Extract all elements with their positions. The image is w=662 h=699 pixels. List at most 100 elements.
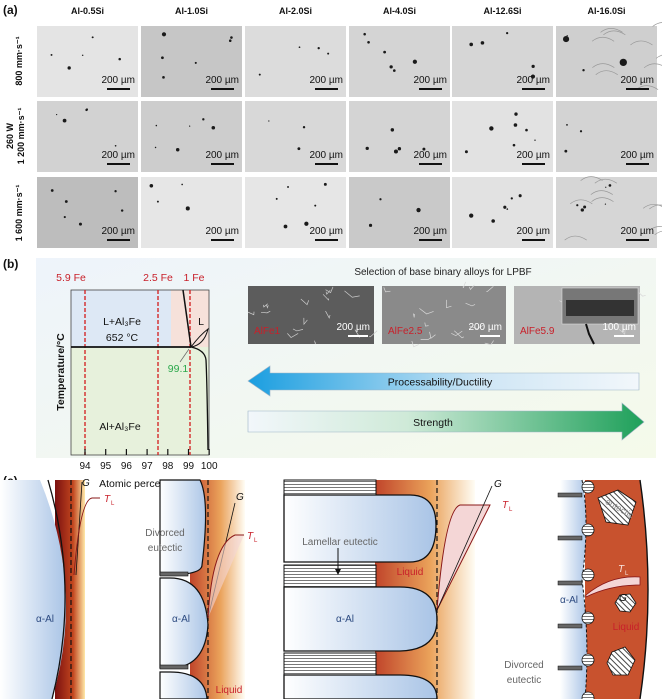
pore xyxy=(323,182,327,186)
scale-bar xyxy=(211,88,234,90)
micrograph-image xyxy=(556,177,657,248)
pore xyxy=(155,124,158,127)
pore xyxy=(510,197,513,200)
pore xyxy=(287,186,289,188)
pore xyxy=(161,56,164,60)
divorced-label-4a: Divorced xyxy=(504,660,543,671)
row-label-2: 1 200 mm·s⁻¹ xyxy=(16,108,26,165)
scale-bar-label: 200 µm xyxy=(516,75,550,86)
pore xyxy=(489,126,494,131)
micrograph: 200 µm xyxy=(37,177,138,248)
scale-bar xyxy=(419,239,442,241)
pore xyxy=(175,148,180,152)
column-header: Al-2.0Si xyxy=(279,6,312,16)
pore xyxy=(530,74,536,79)
scale-bar-label: 200 µm xyxy=(516,226,550,237)
pore xyxy=(518,194,522,198)
scale-bar-label: 200 µm xyxy=(101,75,135,86)
alpha-al-label-1: α-Al xyxy=(36,614,54,625)
pore xyxy=(365,146,369,151)
pore xyxy=(368,223,373,227)
g-label-4: G xyxy=(619,593,627,604)
liquid-label-3: Liquid xyxy=(397,567,424,578)
pore xyxy=(64,200,68,203)
scale-bar-label: 200 µm xyxy=(101,226,135,237)
pore xyxy=(304,221,309,226)
scale-bar xyxy=(107,163,130,165)
pore xyxy=(189,125,191,127)
phase-diagram: 5.9 Fe 2.5 Fe 1 Fe L+Al₃Fe L 652 °C 99.1… xyxy=(55,272,218,490)
panel-label-a: (a) xyxy=(3,3,18,17)
sem-scale-label: 100 µm xyxy=(602,322,636,333)
eutectic-nodule xyxy=(581,691,595,699)
scale-bar xyxy=(315,88,338,90)
crack xyxy=(585,323,595,345)
pore xyxy=(392,69,396,72)
pore xyxy=(268,120,270,122)
pore xyxy=(579,130,583,133)
micrograph-image xyxy=(245,177,346,248)
alpha-al-label-2: α-Al xyxy=(172,614,190,625)
svg-text:L: L xyxy=(254,538,258,544)
sem-scale-bar xyxy=(348,335,368,337)
x-tick-label: 99 xyxy=(183,461,195,472)
micrograph-grid: 200 µm 200 µm 200 µm 200 µm 200 µm 200 µm 200 … xyxy=(37,22,662,248)
scale-bar-label: 200 µm xyxy=(101,150,135,161)
power-label: 260 W xyxy=(5,122,15,149)
pore xyxy=(531,64,535,69)
pore xyxy=(608,184,612,187)
svg-text:L: L xyxy=(509,507,513,513)
scale-bar xyxy=(107,239,130,241)
pore xyxy=(576,204,579,207)
pore xyxy=(120,209,124,212)
scale-bar-label: 200 µm xyxy=(413,226,447,237)
micrograph-image xyxy=(245,101,346,172)
pore xyxy=(327,52,330,55)
pore xyxy=(580,208,584,212)
micrograph: 200 µm xyxy=(556,22,662,97)
micrograph: 200 µm xyxy=(349,101,450,172)
liquid-label-2: Liquid xyxy=(216,685,243,696)
eutectic-temperature: 652 °C xyxy=(106,332,139,344)
micrograph-image xyxy=(349,101,450,172)
micrograph-image xyxy=(141,26,242,97)
pore xyxy=(91,36,94,39)
row-label-3: 1 600 mm·s⁻¹ xyxy=(14,185,24,242)
sem-scale-bar xyxy=(614,335,634,337)
scale-bar-label: 200 µm xyxy=(205,150,239,161)
scale-bar xyxy=(626,163,649,165)
pore xyxy=(283,224,288,229)
pore xyxy=(50,189,54,192)
scale-bar xyxy=(522,239,545,241)
eutectic-nodule xyxy=(581,480,595,494)
liquidus-line xyxy=(182,289,192,348)
pore xyxy=(56,113,58,116)
pore xyxy=(211,125,216,130)
pore xyxy=(228,39,232,42)
sem-alloy-label: AlFe5.9 xyxy=(520,326,555,337)
region-al-al3fe: Al+Al₃Fe xyxy=(99,421,140,433)
divorced-label-2a: Divorced xyxy=(145,528,184,539)
pore xyxy=(50,53,53,56)
pore xyxy=(422,147,426,151)
y-axis-label: Temperature/°C xyxy=(55,333,67,411)
column-header: Al-0.5Si xyxy=(71,6,104,16)
x-tick-label: 100 xyxy=(201,461,218,472)
tl-label-2: T xyxy=(247,531,254,542)
divorced-label-4b: eutectic xyxy=(507,675,541,686)
micrograph-image xyxy=(349,26,450,97)
svg-text:L: L xyxy=(111,501,115,507)
divorced-eutectic-plate xyxy=(557,623,583,629)
pore xyxy=(62,118,67,123)
micrograph-image xyxy=(452,177,553,248)
micrograph: 200 µm xyxy=(452,177,553,248)
alpha-al-label-3: α-Al xyxy=(336,614,354,625)
micrograph: 200 µm xyxy=(141,177,242,248)
scale-bar-label: 200 µm xyxy=(620,150,654,161)
pore xyxy=(63,215,66,219)
tl-label-3: T xyxy=(502,500,509,511)
region-l-al3fe: L+Al₃Fe xyxy=(103,316,141,328)
eutectic-nodule xyxy=(581,653,595,667)
pore xyxy=(81,54,84,57)
